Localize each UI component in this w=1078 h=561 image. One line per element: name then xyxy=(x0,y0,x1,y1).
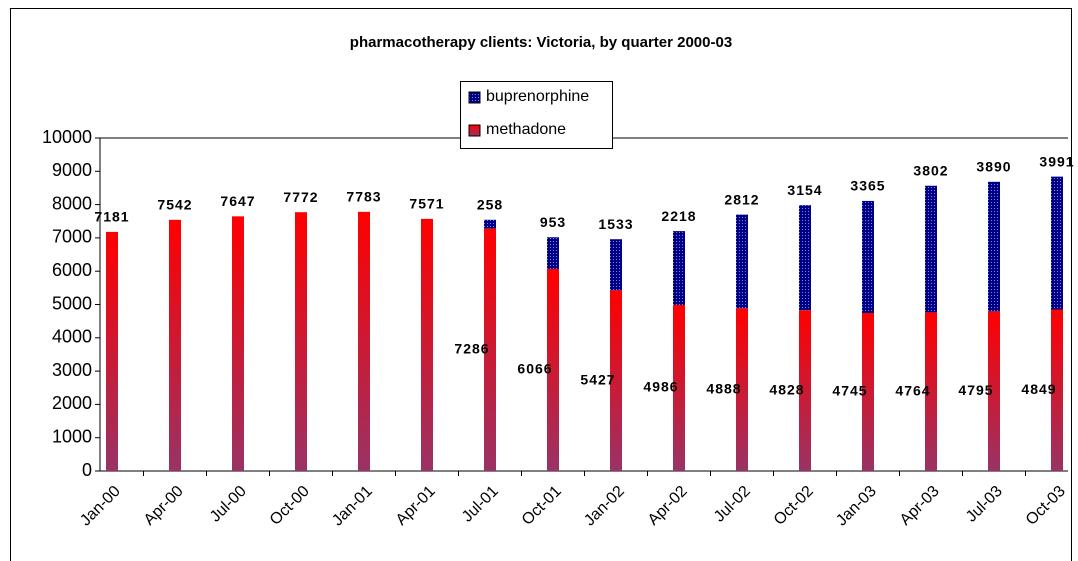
y-tick-label: 7000 xyxy=(52,227,92,247)
chart-title: pharmacotherapy clients: Victoria, by qu… xyxy=(350,34,732,51)
bar-segment xyxy=(169,219,181,471)
legend-label: buprenorphine xyxy=(486,88,589,105)
data-label: 7181 xyxy=(94,209,129,225)
data-label: 7286 xyxy=(454,340,489,356)
y-tick-label: 6000 xyxy=(52,260,92,280)
bar-segment xyxy=(988,311,1000,471)
data-label: 4828 xyxy=(769,381,804,397)
data-label: 7542 xyxy=(157,197,192,213)
data-label: 4849 xyxy=(1021,381,1056,397)
bar-segment xyxy=(232,216,244,471)
bar-segment xyxy=(106,231,118,471)
data-label: 953 xyxy=(540,214,566,230)
bar-segment xyxy=(610,290,622,471)
data-label: 2812 xyxy=(724,191,759,207)
y-tick-label: 10000 xyxy=(42,127,92,147)
y-tick-label: 5000 xyxy=(52,293,92,313)
data-label: 7783 xyxy=(346,189,381,205)
data-label: 4764 xyxy=(895,382,930,398)
legend: buprenorphine methadone xyxy=(460,81,613,149)
data-label: 4986 xyxy=(643,379,678,395)
data-label: 7571 xyxy=(409,196,444,212)
bar-segment xyxy=(484,228,496,471)
data-label: 2218 xyxy=(661,208,696,224)
y-tick-label: 4000 xyxy=(52,327,92,347)
y-tick-label: 1000 xyxy=(52,426,92,446)
legend-label: methadone xyxy=(486,121,566,138)
bar-segment xyxy=(736,308,748,471)
data-label: 4745 xyxy=(832,383,867,399)
data-label: 5427 xyxy=(580,371,615,387)
legend-swatch xyxy=(468,91,481,104)
bar-segment xyxy=(358,211,370,471)
bar-segment xyxy=(799,310,811,471)
bar-segment xyxy=(862,312,874,471)
y-tick-label: 3000 xyxy=(52,360,92,380)
legend-swatch xyxy=(468,124,481,137)
bar-segment xyxy=(484,219,496,229)
data-label: 7772 xyxy=(283,189,318,205)
data-label: 4888 xyxy=(706,380,741,396)
data-label: 1533 xyxy=(598,216,633,232)
bar-segment xyxy=(673,304,685,471)
bar-segment xyxy=(547,269,559,471)
data-label: 258 xyxy=(477,196,503,212)
data-label: 4795 xyxy=(958,382,993,398)
y-tick-label: 2000 xyxy=(52,393,92,413)
y-tick-label: 9000 xyxy=(52,160,92,180)
data-label: 3991 xyxy=(1039,153,1074,169)
bar-segment xyxy=(421,218,433,471)
y-tick-label: 0 xyxy=(82,460,92,480)
y-tick-label: 8000 xyxy=(52,193,92,213)
bar-segment xyxy=(1051,176,1063,310)
bar-segment xyxy=(673,231,685,305)
bar-segment xyxy=(295,212,307,472)
data-label: 3154 xyxy=(787,182,822,198)
data-label: 7647 xyxy=(220,193,255,209)
bar-segment xyxy=(988,181,1000,312)
bar-segment xyxy=(925,185,937,313)
bar-segment xyxy=(547,237,559,270)
bar-segment xyxy=(925,312,937,471)
bar-segment xyxy=(1051,309,1063,471)
bar-segment xyxy=(862,200,874,313)
data-label: 3365 xyxy=(850,178,885,194)
bar-segment xyxy=(736,214,748,309)
bar-segment xyxy=(610,239,622,291)
data-label: 6066 xyxy=(517,361,552,377)
data-label: 3802 xyxy=(913,162,948,178)
bar-segment xyxy=(799,205,811,311)
data-label: 3890 xyxy=(976,158,1011,174)
